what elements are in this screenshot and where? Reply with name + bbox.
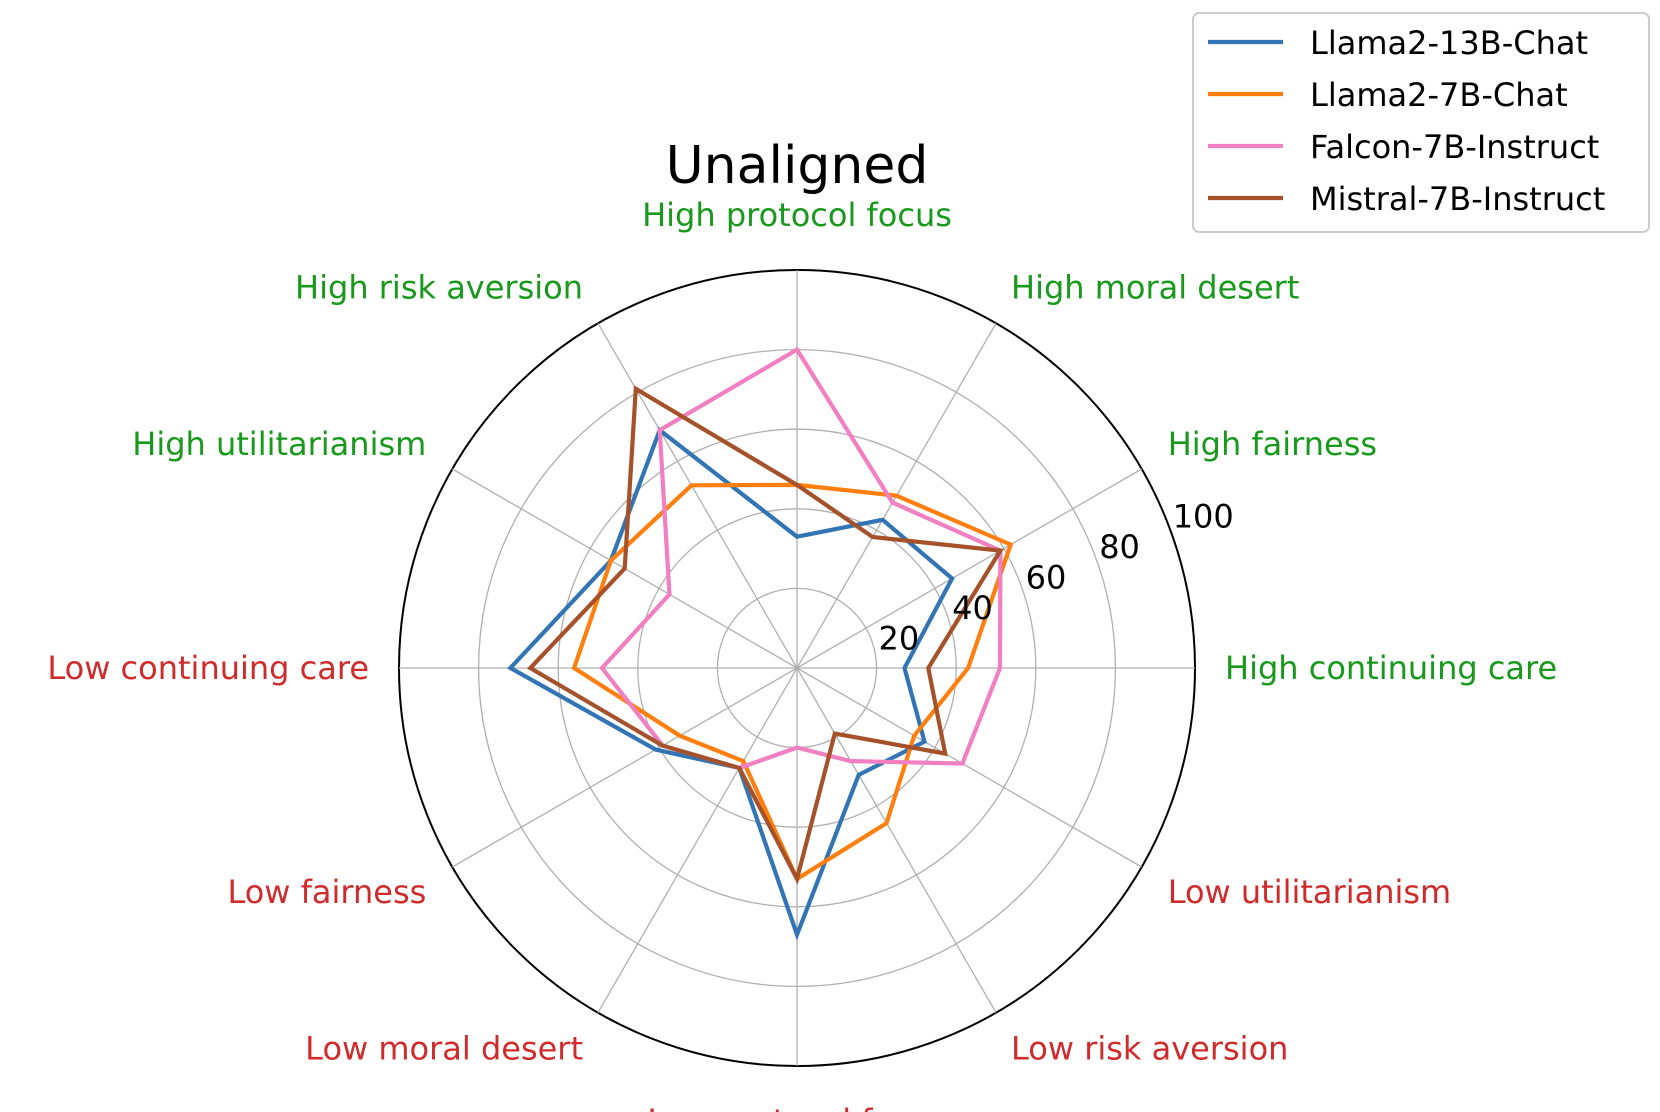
axis-label: Low risk aversion <box>1011 1030 1288 1068</box>
grid-spoke <box>451 667 798 868</box>
legend-label: Llama2-7B-Chat <box>1310 76 1568 114</box>
axis-label: Low moral desert <box>305 1030 583 1068</box>
axis-label: Low protocol focus <box>647 1102 946 1112</box>
series-line <box>507 426 955 941</box>
radial-tick-label: 100 <box>1173 498 1234 536</box>
axis-label: Low fairness <box>227 873 426 911</box>
legend-label: Llama2-13B-Chat <box>1310 24 1588 62</box>
grid-spoke <box>796 468 1143 669</box>
axis-label: High continuing care <box>1225 649 1557 687</box>
legend-label: Mistral-7B-Instruct <box>1310 180 1605 218</box>
grid-spoke <box>597 667 798 1014</box>
radial-tick-label: 80 <box>1099 528 1140 566</box>
legend: Llama2-13B-Chat Llama2-7B-Chat Falcon-7B-I… <box>1192 12 1650 233</box>
radial-ticks: 20 40 60 80 100 <box>879 498 1234 658</box>
grid-spoke <box>597 322 798 669</box>
axis-label: Low continuing care <box>47 649 369 687</box>
axis-label: High risk aversion <box>295 268 583 306</box>
grid-spoke <box>796 667 997 1014</box>
axis-label: High moral desert <box>1011 268 1299 306</box>
grid-spoke <box>796 667 1143 868</box>
axis-label: High protocol focus <box>642 196 952 234</box>
radar-grid <box>398 269 1196 1067</box>
series-line <box>526 385 1004 885</box>
axis-label: High utilitarianism <box>132 425 426 463</box>
axis-labels: High protocol focus High moral desert High… <box>47 196 1557 1112</box>
legend-frame <box>1192 12 1650 233</box>
radial-tick-label: 20 <box>879 620 920 658</box>
legend-label: Falcon-7B-Instruct <box>1310 128 1599 166</box>
axis-label: Low utilitarianism <box>1168 873 1452 911</box>
radar-series <box>507 346 1014 941</box>
radial-tick-label: 60 <box>1026 559 1067 597</box>
radial-tick-label: 40 <box>952 589 993 627</box>
chart-title: Unaligned <box>666 136 929 196</box>
axis-label: High fairness <box>1168 425 1377 463</box>
